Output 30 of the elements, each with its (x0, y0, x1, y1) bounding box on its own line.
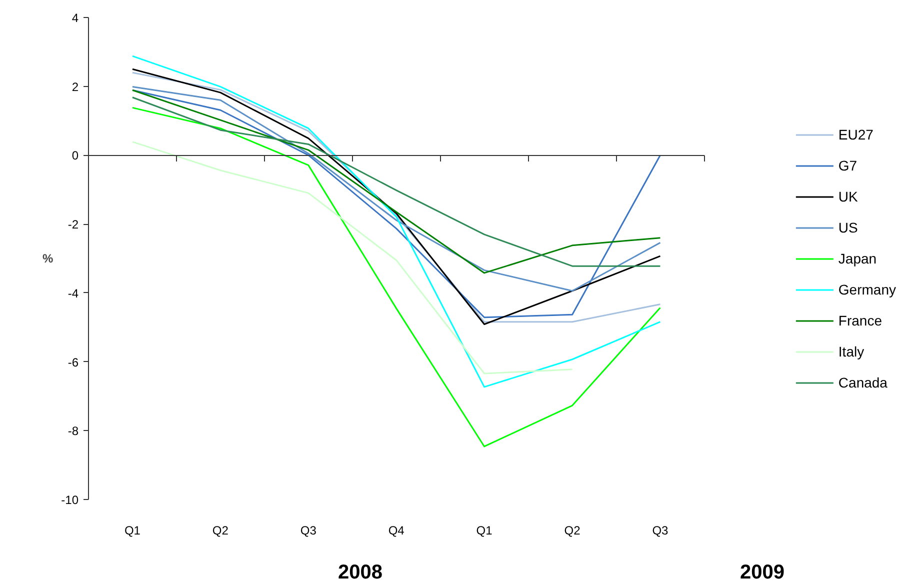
x-tick-label: Q2 (212, 524, 229, 538)
y-tick-label: -2 (68, 218, 79, 232)
legend-label: Japan (838, 249, 877, 268)
y-tick-label: 0 (72, 148, 79, 163)
legend-label: Italy (838, 342, 864, 362)
y-axis-title: % (42, 252, 54, 266)
y-tick-label: 2 (72, 80, 79, 94)
y-tick-label: -8 (68, 424, 79, 438)
line-series (132, 106, 661, 448)
y-tick-label: -4 (68, 286, 79, 300)
legend-label: EU27 (838, 125, 874, 144)
x-tick-label: Q4 (388, 524, 405, 538)
legend-label: France (838, 311, 882, 330)
legend-label: Canada (838, 373, 888, 392)
y-tick-label: -6 (68, 355, 79, 370)
text: 2008 (338, 562, 383, 584)
x-tick-label: Q2 (564, 524, 581, 538)
legend-label: UK (838, 187, 858, 206)
line-series (132, 141, 574, 374)
text: 2009 (740, 562, 785, 584)
legend-label: G7 (838, 156, 858, 175)
line-series (132, 55, 661, 388)
x-tick-label: Q1 (476, 524, 493, 538)
y-tick-label: 4 (72, 11, 79, 25)
x-tick-label: Q1 (124, 524, 141, 538)
x-tick-label: Q3 (652, 524, 669, 538)
legend-label: US (838, 218, 858, 237)
y-tick-label: -10 (61, 493, 79, 507)
legend-label: Germany (838, 280, 896, 300)
x-tick-label: Q3 (300, 524, 317, 538)
